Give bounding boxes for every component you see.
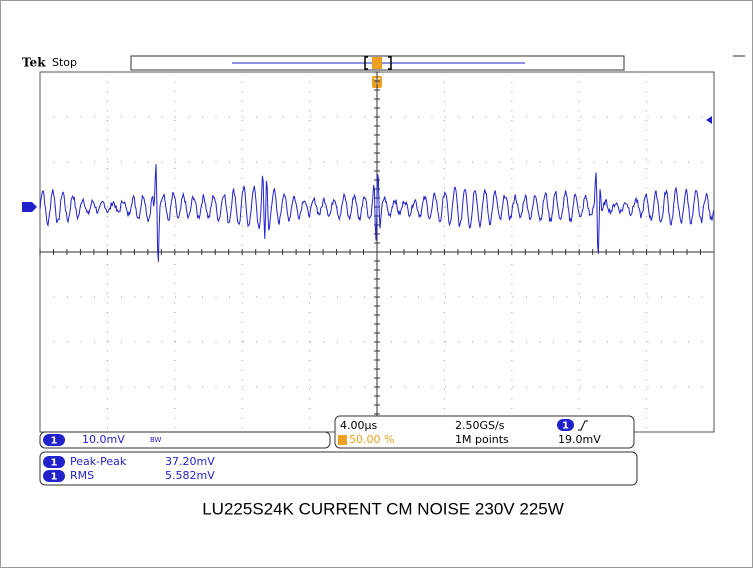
trigger-position: 50.00 % xyxy=(349,433,394,446)
channel-scale: 10.0mV xyxy=(82,433,125,446)
time-scale: 4.00µs xyxy=(340,419,377,432)
trig-ch-icon xyxy=(557,419,574,431)
record-length: 1M points xyxy=(455,433,509,446)
trigger-pos xyxy=(372,57,382,69)
status: Stop xyxy=(52,56,77,69)
meas-value: 5.582mV xyxy=(165,469,215,482)
bracket xyxy=(364,56,392,70)
bw: BW xyxy=(150,436,162,444)
meas-channel: 1 xyxy=(51,458,58,469)
ch1-marker xyxy=(22,202,37,212)
ch-icon xyxy=(43,434,65,446)
meas-channel: 1 xyxy=(51,472,58,483)
sample-rate: 2.50GS/s xyxy=(455,419,505,432)
brand: Tek xyxy=(22,56,46,70)
meas-ch-icon xyxy=(43,456,65,468)
meas-value: 37.20mV xyxy=(165,455,215,468)
meas-ch-icon xyxy=(43,470,65,482)
meas-name: RMS xyxy=(70,469,94,482)
trig-ch: 1 xyxy=(562,421,569,432)
t-icon xyxy=(338,435,347,445)
caption: LU225S24K CURRENT CM NOISE 230V 225W xyxy=(202,499,564,518)
meas-name: Peak-Peak xyxy=(70,455,127,468)
channel-box xyxy=(39,431,331,449)
waveform xyxy=(39,164,715,262)
trigger-level: 19.0mV xyxy=(558,433,601,446)
measure-box xyxy=(39,451,638,486)
channel-number: 1 xyxy=(51,436,58,447)
trigger-level-marker xyxy=(706,116,712,124)
edge-icon xyxy=(578,420,588,431)
